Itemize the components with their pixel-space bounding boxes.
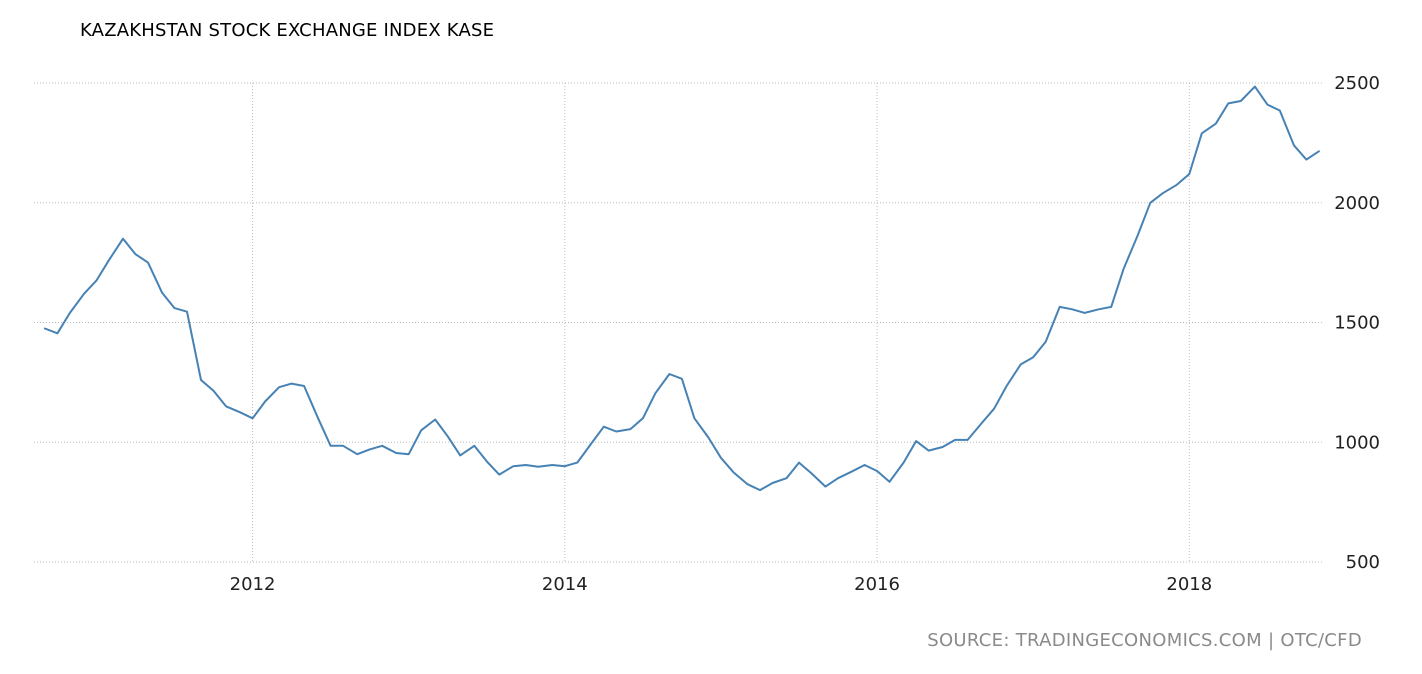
y-tick-label: 500: [1346, 552, 1380, 573]
grid-lines: [34, 82, 1322, 563]
y-axis-ticks: 2500 2000 1500 1000 500: [1334, 73, 1380, 573]
y-tick-label: 2500: [1334, 73, 1380, 94]
x-tick-label: 2014: [542, 574, 588, 595]
source-note: SOURCE: TRADINGECONOMICS.COM | OTC/CFD: [927, 630, 1362, 651]
series-layer: [43, 85, 1320, 492]
y-tick-label: 2000: [1334, 193, 1380, 214]
x-tick-label: 2016: [854, 574, 900, 595]
y-tick-label: 1000: [1334, 432, 1380, 453]
y-tick-label: 1500: [1334, 313, 1380, 334]
x-tick-label: 2018: [1166, 574, 1212, 595]
chart-title: KAZAKHSTAN STOCK EXCHANGE INDEX KASE: [80, 20, 495, 41]
kase-index-line: [43, 85, 1320, 492]
x-axis-ticks: 2012 2014 2016 2018: [230, 574, 1213, 595]
x-tick-label: 2012: [230, 574, 276, 595]
